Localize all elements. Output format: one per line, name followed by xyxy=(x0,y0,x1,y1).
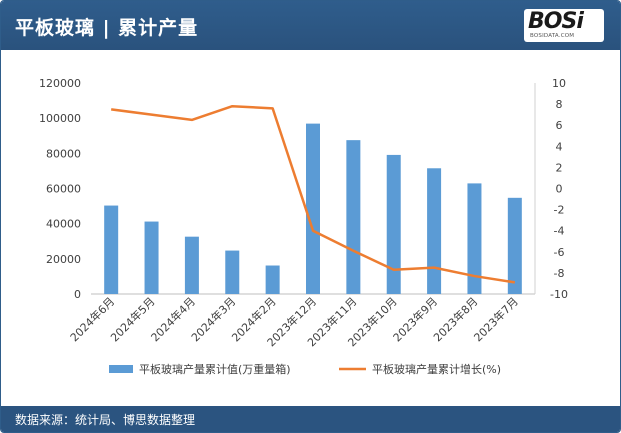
bar xyxy=(144,221,159,294)
left-tick-label: 0 xyxy=(74,288,81,301)
legend-label-line: 平板玻璃产量累计增长(%) xyxy=(372,362,501,376)
x-tick-labels: 2024年6月2024年5月2024年4月2024年3月2024年2月2023年… xyxy=(67,294,521,349)
bar xyxy=(427,168,442,294)
bar xyxy=(306,123,320,295)
bar xyxy=(507,197,522,294)
right-tick-label: -4 xyxy=(554,225,565,238)
line-layer xyxy=(111,104,516,284)
legend-swatch-bar xyxy=(109,365,133,373)
legend: 平板玻璃产量累计值(万重量箱) 平板玻璃产量累计增长(%) xyxy=(109,362,501,376)
footer-bar: 数据来源：统计局、博思数据整理 xyxy=(1,406,620,432)
x-tick-label: 2023年7月 xyxy=(471,294,521,344)
bar xyxy=(225,250,240,294)
right-tick-label: 2 xyxy=(556,161,563,174)
left-tick-label: 100000 xyxy=(39,112,81,125)
brand-logo: BOSi BOSIDATA.COM xyxy=(524,9,604,42)
left-tick-label: 40000 xyxy=(46,218,81,231)
right-tick-label: 0 xyxy=(556,183,563,196)
page-title: 平板玻璃 | 累计产量 xyxy=(15,17,199,39)
left-tick-label: 80000 xyxy=(46,147,81,160)
right-tick-label: 10 xyxy=(552,77,566,90)
data-source: 数据来源：统计局、博思数据整理 xyxy=(15,413,196,427)
right-tick-label: 8 xyxy=(556,98,563,111)
bar xyxy=(184,236,199,294)
right-tick-label: -10 xyxy=(550,288,568,301)
right-tick-label: -2 xyxy=(554,204,565,217)
logo-url: BOSIDATA.COM xyxy=(530,33,575,39)
legend-label-bar: 平板玻璃产量累计值(万重量箱) xyxy=(139,362,291,376)
bars-layer xyxy=(104,123,522,295)
right-tick-label: 6 xyxy=(556,119,563,132)
right-tick-label: -6 xyxy=(554,246,565,259)
left-tick-label: 60000 xyxy=(46,183,81,196)
chart-area: 0 20000 40000 60000 80000 100000 120000 -10 -8 -6… xyxy=(39,77,568,376)
bar xyxy=(265,265,280,294)
left-tick-label: 120000 xyxy=(39,77,81,90)
bar xyxy=(346,140,361,294)
logo-word: BOSi xyxy=(528,9,584,34)
bar xyxy=(386,154,401,294)
left-tick-label: 20000 xyxy=(46,253,81,266)
axes-layer: 0 20000 40000 60000 80000 100000 120000 -10 -8 -6… xyxy=(39,77,568,301)
bar xyxy=(104,205,119,294)
bar xyxy=(467,183,482,294)
right-tick-label: -8 xyxy=(554,267,565,280)
header-bar: 平板玻璃 | 累计产量 BOSi BOSIDATA.COM xyxy=(1,1,620,50)
right-tick-label: 4 xyxy=(556,140,563,153)
